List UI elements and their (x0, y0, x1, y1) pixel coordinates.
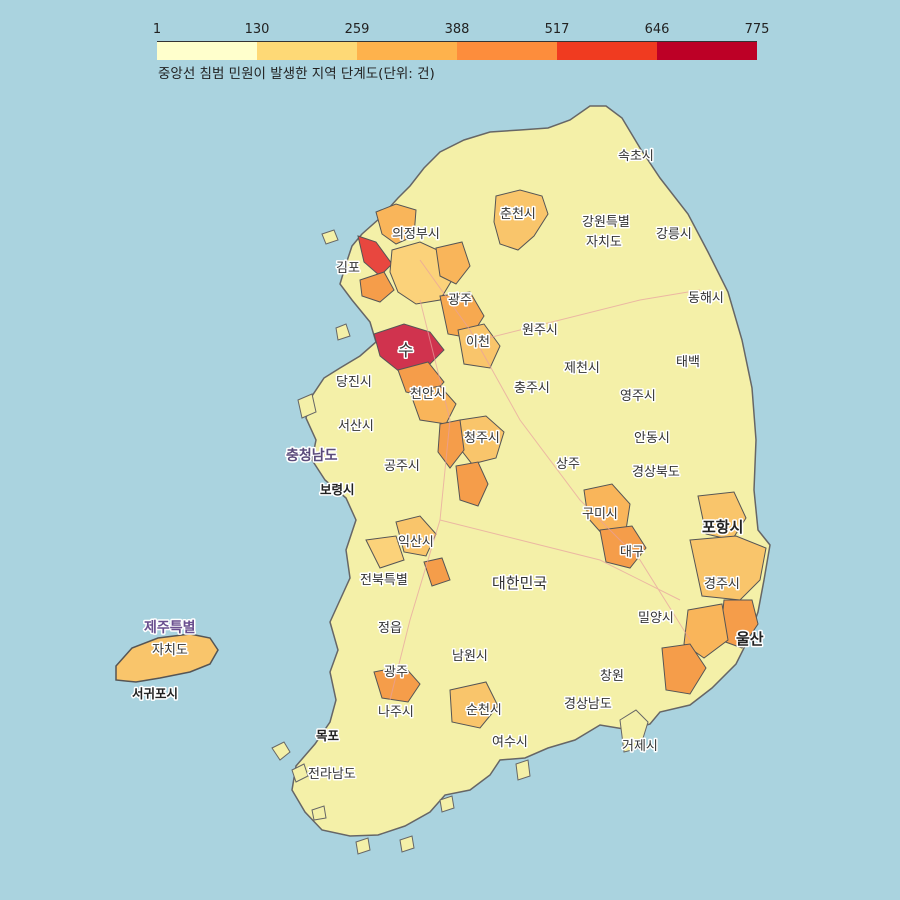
city-cheongju: 청주시 (464, 431, 500, 446)
city-taebaek: 태백 (676, 355, 700, 370)
city-dangjin: 당진시 (336, 375, 372, 390)
legend-color-bar (157, 41, 757, 60)
region-iksan (365, 535, 405, 569)
city-pohang: 포항시 (702, 518, 743, 536)
city-miryang: 밀양시 (638, 611, 674, 626)
prov-chungnam: 충청남도 (286, 447, 338, 464)
region-seoul-metro (389, 241, 453, 305)
city-gangneung: 강릉시 (656, 227, 692, 242)
legend-swatch (657, 42, 757, 60)
legend-caption: 중앙선 침범 민원이 발생한 지역 단계도(단위: 건) (158, 66, 435, 82)
legend-swatch (257, 42, 357, 60)
city-cheonan: 천안시 (410, 387, 446, 402)
prov-gangwon: 강원특별 (582, 215, 630, 230)
city-sangju: 상주 (556, 457, 580, 472)
regions (357, 189, 767, 729)
city-daegu: 대구 (620, 545, 644, 560)
city-changwon: 창원 (600, 669, 624, 684)
legend-swatch (357, 42, 457, 60)
city-mokpo: 목포 (316, 728, 340, 743)
region-suncheon (449, 681, 499, 729)
legend-swatch (557, 42, 657, 60)
city-wonju: 원주시 (522, 323, 558, 338)
jeju-island (115, 633, 219, 683)
city-sokcho: 속초시 (618, 149, 654, 164)
region-busan (661, 643, 707, 695)
region-paju (375, 203, 417, 245)
prov-jeonnam: 전라남도 (308, 767, 356, 782)
legend-tick: 775 (744, 22, 770, 37)
legend-tick: 259 (344, 22, 370, 37)
city-seosan: 서산시 (338, 419, 374, 434)
prov-gangwon-2: 자치도 (586, 235, 622, 250)
city-yeosu: 여수시 (492, 735, 528, 750)
city-yeongju: 영주시 (620, 389, 656, 404)
city-jecheon: 제천시 (564, 361, 600, 376)
prov-gyeongbuk: 경상북도 (632, 465, 680, 480)
prov-jeju: 제주특별 (144, 619, 196, 636)
city-suncheon: 순천시 (466, 703, 502, 718)
region-gimpo (357, 235, 393, 277)
city-gwangju-gg: 광주 (448, 293, 472, 308)
city-iksan: 익산시 (398, 535, 434, 550)
region-sejong (437, 419, 465, 469)
region-pohang (697, 491, 747, 541)
city-gumi: 구미시 (582, 507, 618, 522)
city-seogwipo: 서귀포시 (132, 686, 178, 701)
region-gunsan-small (423, 557, 451, 587)
city-suwon: 수 (398, 341, 414, 361)
region-cheonan (409, 385, 457, 425)
legend-tick: 1 (152, 22, 162, 37)
region-gimhae (683, 603, 729, 659)
city-gyeongju: 경주시 (704, 577, 740, 592)
prov-jeonbuk: 전북특별 (360, 573, 408, 588)
legend-tick: 388 (444, 22, 470, 37)
city-boryeong: 보령시 (320, 482, 355, 497)
region-hwaseong (373, 323, 445, 373)
region-daejeon (455, 461, 489, 507)
region-gwangju (373, 665, 421, 703)
city-andong: 안동시 (634, 431, 670, 446)
prov-gyeongnam: 경상남도 (564, 697, 612, 712)
legend-ticks: 1 130 259 388 517 646 775 (150, 22, 770, 40)
legend-swatch (457, 42, 557, 60)
legend-swatch (157, 42, 257, 60)
city-uijeongbu: 의정부시 (392, 227, 440, 242)
road-lines (389, 259, 701, 701)
city-chungju: 충주시 (514, 381, 550, 396)
region-jeonju (395, 515, 437, 557)
city-naju: 나주시 (378, 705, 414, 720)
region-gyeongju (689, 535, 767, 601)
legend-tick: 517 (544, 22, 570, 37)
city-gwangju: 광주 (384, 665, 408, 680)
map-labels: 속초시 춘천시 의정부시 강원특별 자치도 강릉시 김포 광주 동해시 원주시 … (131, 148, 766, 784)
city-gimpo: 김포 (336, 261, 360, 276)
legend-tick: 130 (244, 22, 270, 37)
legend-tick: 646 (644, 22, 670, 37)
region-incheon (359, 271, 395, 303)
city-chuncheon: 춘천시 (500, 207, 536, 222)
region-chuncheon (493, 189, 549, 251)
city-gongju: 공주시 (384, 459, 420, 474)
city-icheon: 이천 (466, 335, 490, 350)
city-ulsan: 울산 (736, 630, 764, 648)
region-namyangju (435, 241, 471, 285)
city-geoje: 거제시 (622, 739, 658, 754)
prov-jeju-2: 자치도 (152, 643, 188, 658)
city-donghae: 동해시 (688, 291, 724, 306)
color-legend: 1 130 259 388 517 646 775 중앙선 침범 민원이 발생한… (150, 22, 770, 82)
city-namwon: 남원시 (452, 649, 488, 664)
city-jeongeup: 정읍 (378, 621, 402, 636)
country-korea: 대한민국 (492, 574, 547, 592)
small-islands (271, 229, 649, 855)
